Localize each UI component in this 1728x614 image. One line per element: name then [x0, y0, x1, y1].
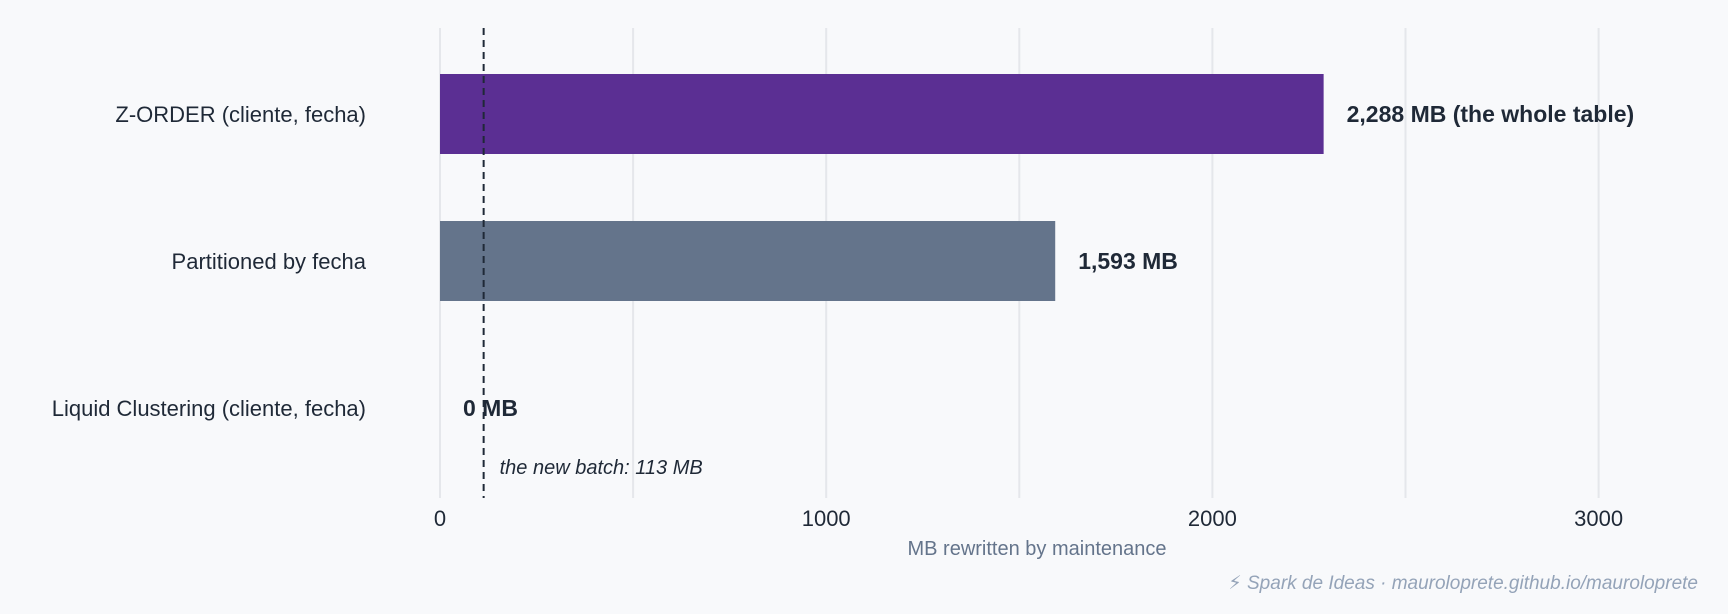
category-label: Liquid Clustering (cliente, fecha) — [52, 396, 366, 421]
bar — [440, 221, 1056, 301]
reference-line-group: the new batch: 113 MB — [482, 28, 703, 498]
category-labels: Z-ORDER (cliente, fecha) Partitioned by f… — [52, 102, 367, 421]
x-tick-label: 1000 — [802, 506, 851, 531]
category-label: Partitioned by fecha — [172, 249, 367, 274]
x-tick-label: 3000 — [1574, 506, 1623, 531]
bar — [440, 74, 1324, 154]
reference-line-label: the new batch: 113 MB — [500, 457, 703, 479]
x-tick-labels: 0 1000 2000 3000 — [434, 506, 1623, 531]
x-axis-title: MB rewritten by maintenance — [907, 538, 1166, 560]
bars — [440, 74, 1324, 301]
data-label: 1,593 MB — [1078, 248, 1178, 274]
data-labels: 2,288 MB (the whole table) 1,593 MB 0 MB — [463, 101, 1634, 421]
footer-credit: ⚡ Spark de Ideas · mauroloprete.github.i… — [1228, 573, 1698, 594]
x-tick-label: 0 — [434, 506, 446, 531]
data-label: 2,288 MB (the whole table) — [1347, 101, 1635, 127]
category-label: Z-ORDER (cliente, fecha) — [115, 102, 366, 127]
data-label: 0 MB — [463, 395, 518, 421]
x-tick-label: 2000 — [1188, 506, 1237, 531]
